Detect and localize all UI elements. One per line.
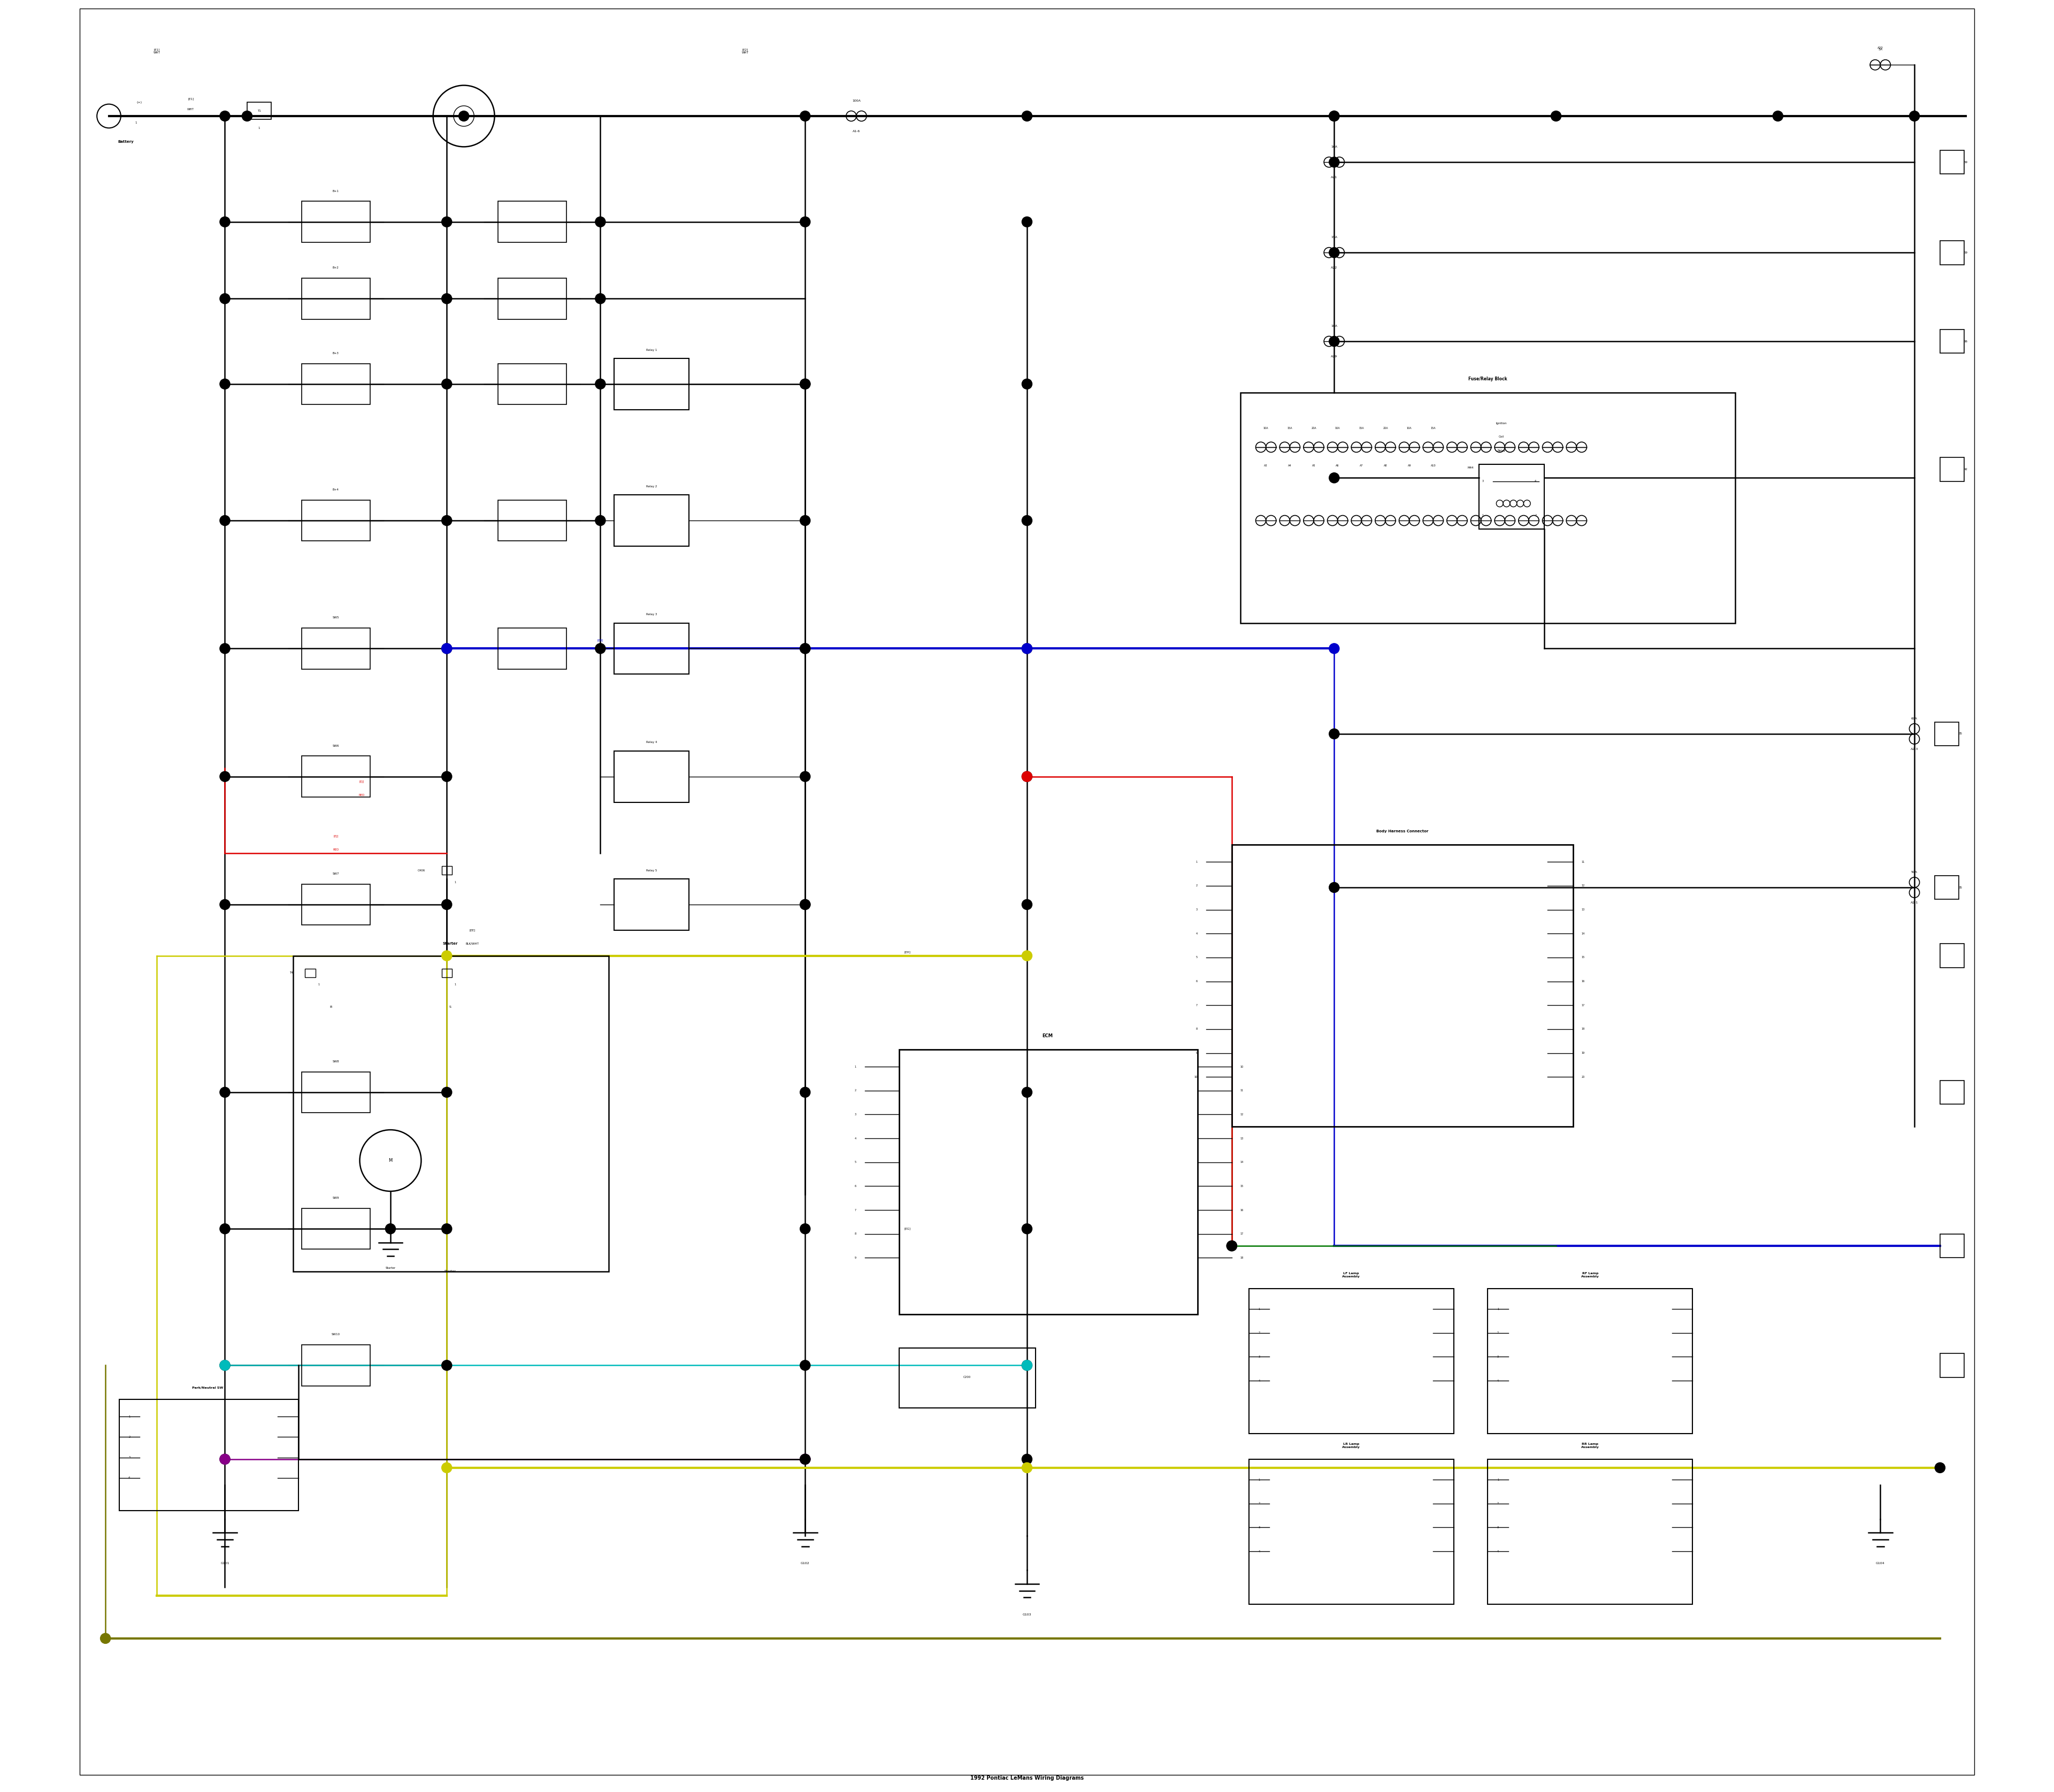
Bar [442,866,452,874]
Text: A6: A6 [1335,464,1339,468]
Circle shape [1773,111,1783,122]
Circle shape [1226,1240,1237,1251]
Circle shape [799,1453,809,1464]
Circle shape [442,1360,452,1371]
Text: Relay 3: Relay 3 [647,613,657,616]
Bar [1249,1459,1454,1604]
Circle shape [1226,1240,1237,1251]
Circle shape [1023,378,1031,389]
Circle shape [220,217,230,228]
Text: [E2]
WHT: [E2] WHT [741,48,750,54]
Bar [442,968,452,977]
Circle shape [442,1224,452,1235]
Text: M44: M44 [1469,466,1475,470]
Text: ECM: ECM [1041,1034,1054,1038]
Text: Relay: Relay [1497,450,1506,452]
Text: 16: 16 [1241,1208,1243,1211]
Circle shape [1329,111,1339,122]
Text: WHT: WHT [187,108,195,111]
Text: A9: A9 [1407,464,1411,468]
Bar [246,102,271,120]
Text: 35: 35 [1960,733,1962,735]
Text: B+1: B+1 [333,190,339,192]
Text: Starter: Starter [386,1267,396,1269]
Text: Battery: Battery [117,140,134,143]
Bar [1487,1288,1692,1434]
Circle shape [1329,247,1339,258]
Bar [497,278,567,319]
Circle shape [1023,950,1031,961]
Circle shape [596,294,606,305]
Text: 11: 11 [1241,1090,1243,1091]
Text: [EG]: [EG] [904,1228,910,1229]
Bar [1941,240,1964,265]
Text: G104: G104 [1875,1563,1886,1564]
Text: A5: A5 [1313,464,1315,468]
Bar [1241,392,1736,624]
Circle shape [1023,516,1031,525]
Text: [E1]
WHT: [E1] WHT [154,48,160,54]
Text: 15A: 15A [1360,426,1364,430]
Bar [497,500,567,541]
Circle shape [1023,1462,1031,1473]
Circle shape [596,217,606,228]
Circle shape [442,294,452,305]
Circle shape [442,643,452,654]
Text: C200: C200 [963,1376,972,1378]
Text: 20A: 20A [1310,426,1317,430]
Bar [1487,1459,1692,1604]
Text: 15A: 15A [1331,237,1337,238]
Text: Relay 1: Relay 1 [647,348,657,351]
Circle shape [1023,1360,1031,1371]
Text: Starter: Starter [444,1271,456,1272]
Text: 10A: 10A [1407,426,1411,430]
Text: (+): (+) [138,100,142,104]
Text: B+3: B+3 [333,351,339,355]
Text: Starter: Starter [442,943,458,946]
Bar [614,624,688,674]
Bar [614,751,688,803]
Circle shape [799,643,809,654]
Bar [302,1072,370,1113]
Text: B+4: B+4 [333,489,339,491]
Text: 42: 42 [1964,468,1968,471]
Circle shape [220,1453,230,1464]
Text: SW10: SW10 [331,1333,341,1337]
Bar [497,627,567,668]
Text: 18: 18 [1582,1029,1586,1030]
Circle shape [442,1088,452,1097]
Bar [614,358,688,410]
Circle shape [799,1224,809,1235]
Circle shape [799,1453,809,1464]
Circle shape [799,378,809,389]
Circle shape [458,111,468,122]
Bar [302,756,370,797]
Text: Fuse/Relay Block: Fuse/Relay Block [1469,376,1508,382]
Circle shape [799,217,809,228]
Bar [302,627,370,668]
Text: A4: A4 [1288,464,1292,468]
Text: 1992 Pontiac LeMans Wiring Diagrams: 1992 Pontiac LeMans Wiring Diagrams [969,1776,1085,1781]
Circle shape [1329,882,1339,892]
Text: RR Lamp
Assembly: RR Lamp Assembly [1582,1443,1600,1448]
Circle shape [1023,643,1031,654]
Bar [614,878,688,930]
Circle shape [1329,473,1339,484]
Text: A20: A20 [1877,47,1884,48]
Text: A1-6: A1-6 [852,131,861,133]
Circle shape [220,1360,230,1371]
Bar [302,883,370,925]
Bar [306,968,316,977]
Text: [EJ]: [EJ] [333,835,339,837]
Circle shape [799,1453,809,1464]
Circle shape [442,643,452,654]
Text: 60A: 60A [1910,717,1918,720]
Bar [1479,464,1545,529]
Circle shape [1329,729,1339,738]
Text: M: M [388,1158,392,1163]
Text: RF Lamp
Assembly: RF Lamp Assembly [1582,1272,1600,1278]
Text: Relay 5: Relay 5 [647,869,657,871]
Text: SW8: SW8 [333,1061,339,1063]
Text: A2-3: A2-3 [1910,747,1918,751]
Circle shape [220,643,230,654]
